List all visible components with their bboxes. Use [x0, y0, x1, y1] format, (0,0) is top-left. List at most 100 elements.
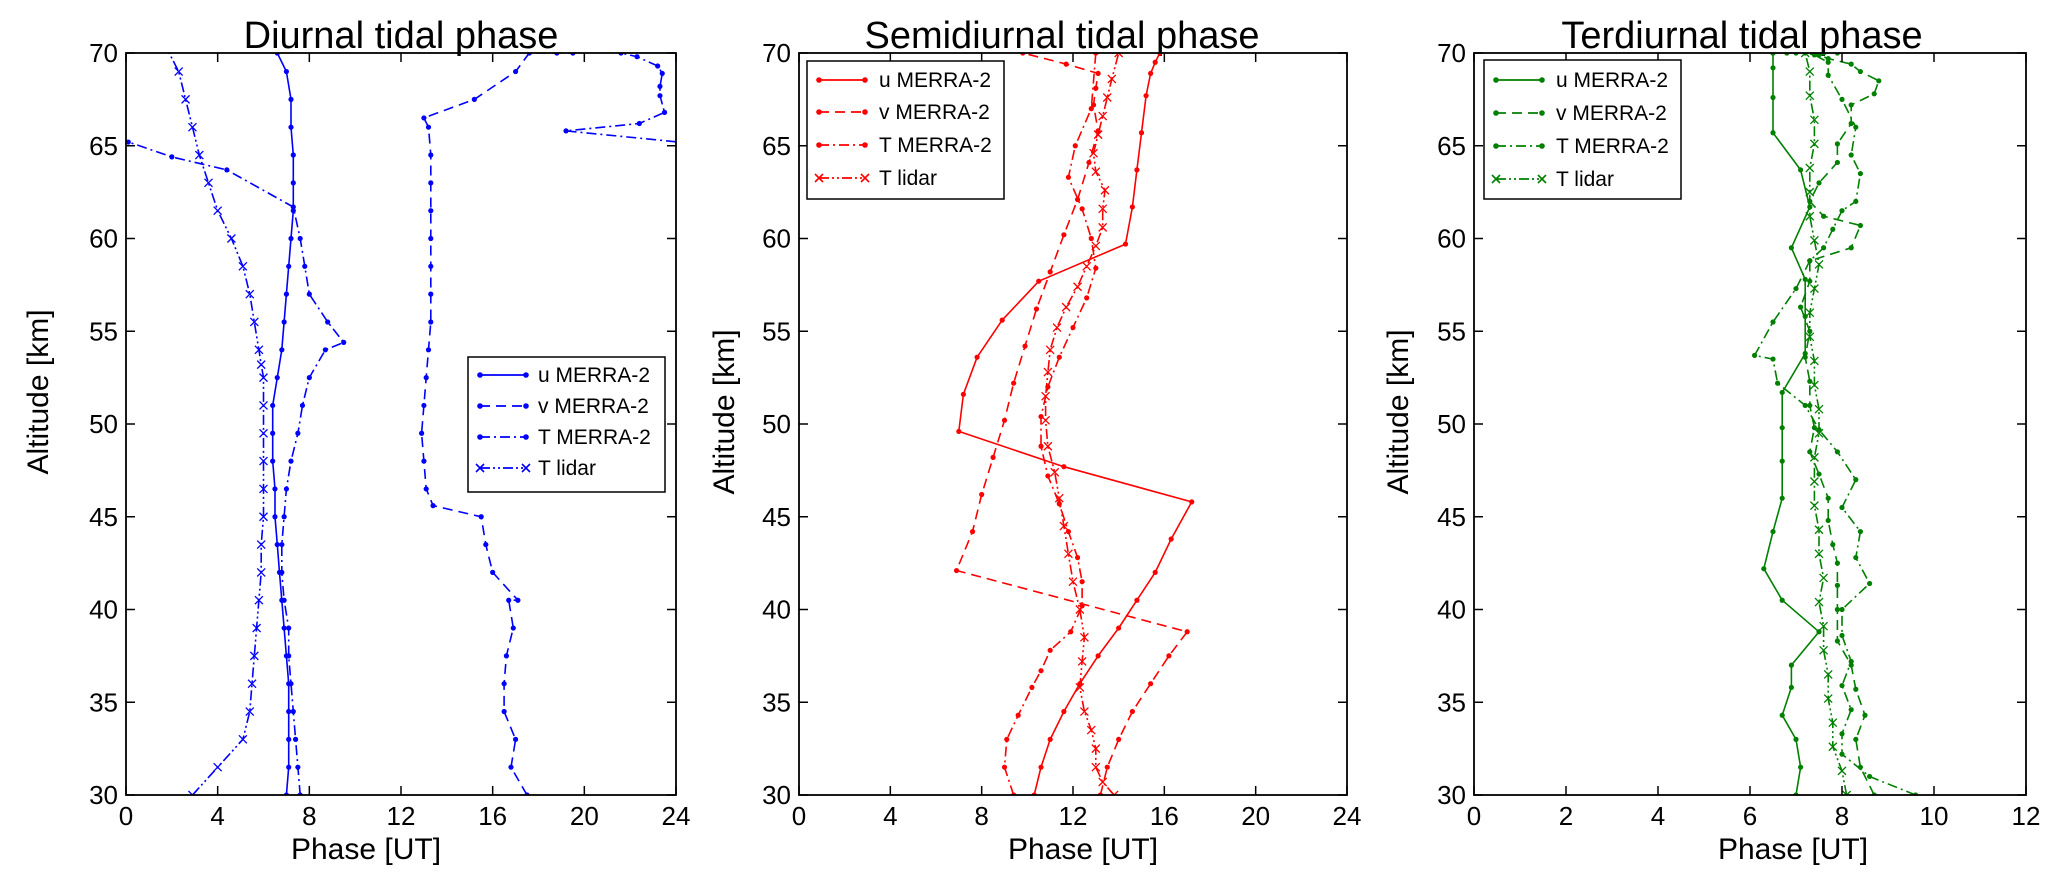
data-point: [1068, 629, 1074, 635]
data-point: [1152, 59, 1158, 65]
data-point: [1828, 718, 1838, 728]
data-point: [283, 68, 290, 75]
data-point: [224, 167, 230, 173]
data-point: [1093, 265, 1099, 271]
data-point: [1001, 764, 1008, 770]
data-point: [1143, 93, 1149, 99]
data-point: [421, 458, 427, 464]
data-point: [254, 345, 264, 355]
data-point: [1811, 53, 1817, 58]
axis-ticks: 0 4 8 12 16 20 24 30 35 40 45 50 55 60 65 70: [762, 38, 1361, 831]
y-tick-label: 50: [89, 409, 118, 439]
data-point: [1054, 493, 1064, 503]
data-point: [1871, 91, 1877, 97]
data-point: [1807, 204, 1813, 210]
data-point: [126, 139, 131, 145]
data-point: [1798, 764, 1804, 770]
data-point: [1152, 569, 1158, 576]
y-tick-label: 70: [89, 38, 118, 68]
data-point: [1821, 245, 1827, 251]
data-point: [286, 625, 292, 631]
legend-label: T lidar: [1556, 168, 1614, 191]
data-point: [256, 567, 266, 577]
x-tick-label: 2: [1559, 801, 1573, 831]
data-point: [238, 734, 248, 744]
data-point: [1148, 70, 1154, 77]
x-axis-label: Phase [UT]: [1008, 833, 1158, 866]
legend-entry: T lidar: [475, 457, 596, 480]
legend-label: v MERRA-2: [1556, 102, 1667, 125]
y-tick-label: 65: [762, 131, 791, 161]
legend-entry: T MERRA-2: [477, 426, 651, 449]
data-point: [1098, 222, 1108, 232]
data-point: [969, 528, 976, 535]
x-tick-label: 24: [1333, 801, 1362, 831]
data-point: [279, 541, 285, 548]
data-point: [256, 540, 266, 550]
y-tick-label: 45: [89, 502, 118, 532]
data-point: [1834, 582, 1840, 588]
data-point: [506, 597, 512, 603]
data-point: [1857, 528, 1863, 535]
data-point: [659, 70, 665, 77]
legend-box: [467, 356, 666, 493]
x-tick-label: 10: [1920, 801, 1949, 831]
data-point: [1091, 762, 1101, 772]
y-tick-label: 55: [1437, 316, 1466, 346]
data-point: [272, 514, 278, 520]
data-point: [1848, 152, 1854, 158]
legend-marker: [862, 142, 868, 148]
legend-marker: [477, 403, 483, 409]
data-point: [1095, 70, 1101, 77]
data-point: [124, 43, 132, 51]
data-point: [490, 569, 496, 576]
data-point: [1805, 187, 1815, 197]
y-tick-label: 60: [762, 224, 791, 254]
data-point: [1814, 428, 1824, 438]
data-point: [1834, 638, 1840, 644]
data-point: [1848, 102, 1854, 108]
data-point: [1839, 731, 1845, 737]
data-point: [1814, 549, 1824, 559]
data-point: [1015, 712, 1021, 718]
data-point: [1809, 477, 1819, 486]
data-point: [1805, 91, 1815, 101]
y-axis-label: Altitude [km]: [22, 309, 55, 474]
data-point: [1047, 269, 1053, 275]
data-point: [1809, 115, 1819, 125]
data-point: [1061, 302, 1071, 312]
data-point: [428, 152, 434, 158]
data-point: [259, 484, 268, 494]
data-point: [1805, 211, 1815, 221]
data-point: [1823, 694, 1833, 703]
y-tick-label: 55: [762, 316, 791, 346]
data-point: [423, 375, 429, 381]
data-point: [1045, 473, 1051, 479]
data-point: [1077, 656, 1087, 666]
data-point: [423, 486, 429, 492]
data-point: [1834, 560, 1840, 566]
data-point: [1116, 736, 1122, 742]
series-line: [168, 53, 265, 795]
data-point: [1793, 285, 1799, 292]
data-point: [1088, 235, 1094, 242]
x-tick-label: 20: [1241, 801, 1270, 831]
x-tick-label: 4: [1651, 801, 1665, 831]
x-tick-label: 4: [210, 801, 224, 831]
data-point: [657, 83, 663, 89]
data-point: [979, 491, 985, 498]
y-tick-label: 35: [1437, 687, 1466, 717]
data-point: [1004, 736, 1010, 742]
data-point: [1129, 204, 1135, 210]
data-point: [1857, 222, 1863, 229]
x-tick-label: 0: [792, 801, 806, 831]
series-line: [126, 141, 345, 795]
data-point: [1050, 467, 1060, 477]
data-point: [1098, 777, 1108, 787]
legend-marker: [1493, 143, 1499, 149]
data-point: [1089, 148, 1099, 158]
legend-marker: [862, 109, 868, 115]
data-point: [1086, 725, 1096, 735]
data-point: [1770, 356, 1776, 362]
